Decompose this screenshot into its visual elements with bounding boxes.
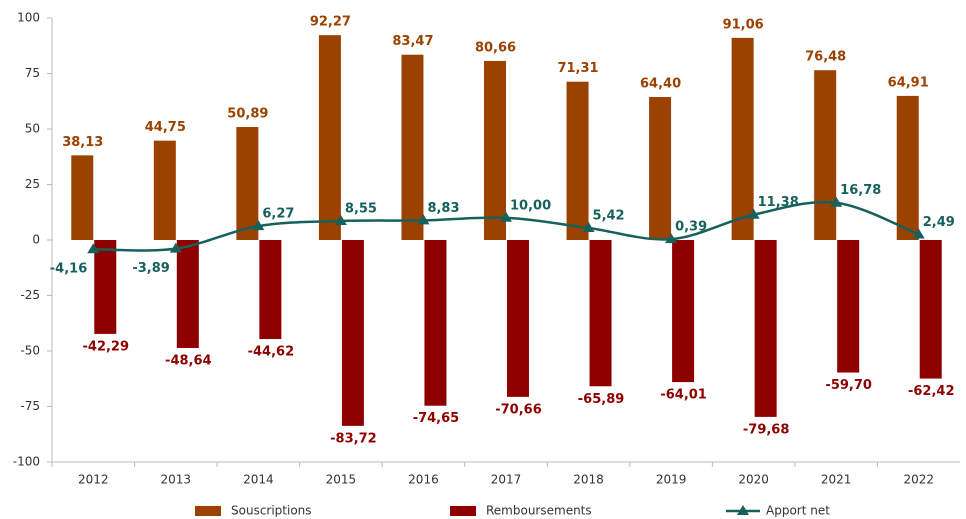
data-label: 71,31 [557, 61, 598, 76]
bar [94, 240, 117, 334]
data-label: 92,27 [310, 15, 351, 30]
marker [334, 215, 347, 226]
bar [814, 70, 837, 240]
bar [649, 97, 672, 240]
data-label: -74,65 [413, 411, 460, 426]
data-label: -62,42 [908, 384, 955, 399]
bar [259, 240, 282, 340]
marker [252, 220, 265, 231]
bar [566, 81, 589, 240]
bar [589, 240, 612, 387]
data-label: -79,68 [743, 422, 790, 437]
x-tick-label: 2012 [78, 473, 109, 487]
data-label: 64,40 [640, 77, 681, 92]
marker [912, 228, 925, 239]
data-label: -64,01 [660, 388, 707, 403]
data-label: 91,06 [723, 17, 764, 32]
data-label: 44,75 [145, 120, 186, 135]
x-tick-label: 2017 [491, 473, 522, 487]
data-label: 50,89 [227, 107, 268, 122]
x-tick-label: 2022 [903, 473, 934, 487]
x-tick-label: 2018 [573, 473, 604, 487]
y-tick-label: -25 [20, 288, 40, 302]
marker [169, 242, 182, 253]
x-tick-label: 2016 [408, 473, 439, 487]
bar [837, 240, 860, 373]
x-tick-label: 2019 [656, 473, 687, 487]
data-label: 10,00 [510, 198, 551, 213]
bar [401, 54, 424, 241]
legend-label: Remboursements [486, 504, 592, 518]
legend-label: Souscriptions [231, 504, 312, 518]
bar [318, 35, 341, 240]
bar [153, 140, 176, 240]
x-tick-label: 2015 [326, 473, 357, 487]
marker [417, 214, 430, 225]
bar [424, 240, 447, 406]
bar [507, 240, 529, 397]
bar [176, 240, 199, 348]
legend-swatch [195, 506, 221, 516]
y-tick-label: -75 [20, 399, 40, 413]
bar [896, 95, 919, 240]
x-tick-label: 2013 [161, 473, 192, 487]
bar [919, 240, 942, 379]
marker [747, 208, 760, 219]
data-label: 0,39 [675, 220, 707, 235]
marker [87, 243, 100, 254]
marker [582, 221, 595, 232]
data-label: -59,70 [825, 378, 872, 393]
bar [672, 240, 695, 383]
bar [484, 60, 506, 240]
y-tick-label: 0 [32, 233, 40, 247]
data-label: 11,38 [758, 195, 799, 210]
bar [341, 240, 364, 426]
data-label: 5,42 [593, 208, 625, 223]
data-label: 38,13 [62, 135, 103, 150]
data-label: -42,29 [83, 339, 130, 354]
data-label: -4,16 [50, 262, 87, 277]
marker [665, 233, 678, 244]
x-tick-label: 2021 [821, 473, 852, 487]
data-label: -83,72 [330, 431, 377, 446]
y-tick-label: 100 [17, 11, 40, 25]
data-label: -65,89 [578, 392, 625, 407]
data-label: -48,64 [165, 353, 212, 368]
data-label: -3,89 [132, 261, 169, 276]
data-label: 76,48 [805, 50, 846, 65]
y-tick-label: -100 [13, 455, 40, 469]
data-label: 83,47 [392, 34, 433, 49]
y-tick-label: 50 [25, 122, 40, 136]
data-label: 80,66 [475, 40, 516, 55]
data-label: 8,55 [345, 202, 377, 217]
y-tick-label: 25 [25, 177, 40, 191]
x-tick-label: 2014 [243, 473, 274, 487]
bar [71, 155, 94, 240]
marker [500, 211, 512, 222]
bar [754, 240, 777, 417]
x-tick-label: 2020 [738, 473, 769, 487]
data-label: -70,66 [495, 402, 542, 417]
legend-swatch [450, 506, 476, 516]
bar [236, 127, 259, 240]
legend-marker [737, 505, 749, 515]
legend-label: Apport net [766, 504, 830, 518]
data-label: 2,49 [923, 215, 955, 230]
data-label: 6,27 [262, 207, 294, 222]
data-label: 16,78 [840, 183, 881, 198]
marker [830, 196, 843, 207]
data-label: 8,83 [427, 201, 459, 216]
y-tick-label: -50 [20, 344, 40, 358]
y-tick-label: 75 [25, 66, 40, 80]
bar [731, 37, 754, 240]
data-label: 64,91 [888, 75, 929, 90]
data-label: -44,62 [248, 345, 295, 360]
